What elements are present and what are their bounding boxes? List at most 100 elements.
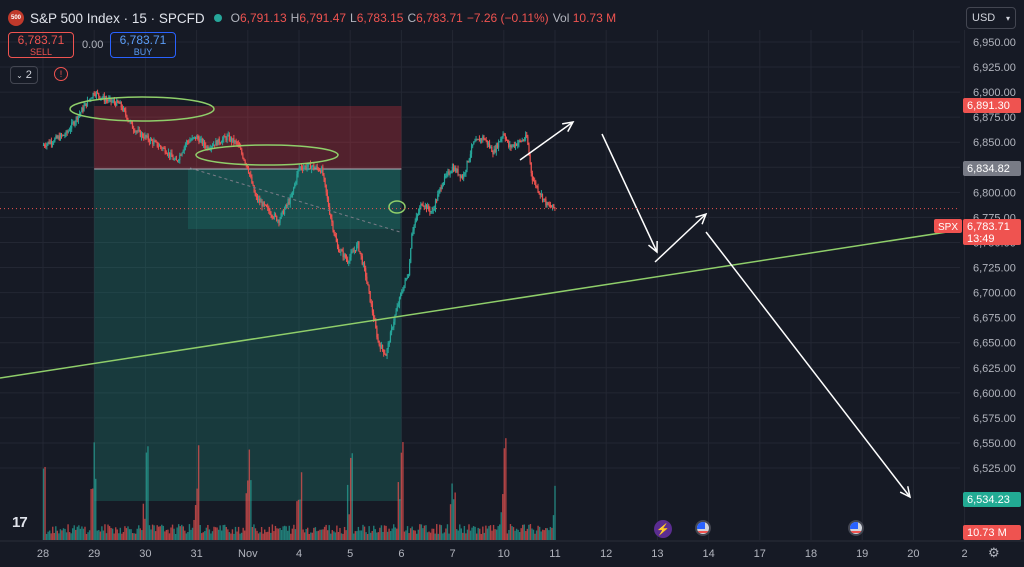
volume-bar [414,530,416,540]
volume-bar [259,532,261,540]
volume-bar [234,526,237,540]
volume-bar [283,525,286,540]
volume-bar [211,531,214,540]
volume-bar [168,533,171,540]
candle-body [494,149,496,152]
volume-bar [366,533,369,540]
candle-body [140,133,143,137]
alert-icon[interactable]: ! [54,67,68,81]
sell-button[interactable]: 6,783.71 SELL [8,32,74,58]
candle-body [414,221,416,226]
candle-body [84,103,86,107]
candle-body [283,209,286,215]
candle-body [260,201,262,203]
volume-bar [82,528,85,540]
candle-body [474,141,476,143]
svg-text:6,834.82: 6,834.82 [967,163,1010,175]
candle-body [461,175,464,179]
volume-bar [202,532,204,540]
volume-bar [194,505,197,540]
candle-body [425,204,428,210]
us-flag-event-icon[interactable] [695,520,711,536]
volume-bar [408,533,410,540]
volume-bar [273,531,275,540]
candle-body [211,146,214,148]
price-tick-label: 6,675.00 [973,313,1016,325]
volume-bar [244,530,246,540]
volume-bar [256,530,258,540]
candle-body [386,349,388,356]
candle-body [69,128,72,131]
candle-body [119,101,121,104]
ellipse-marker [388,200,406,214]
change-value: −7.26 (−0.11%) [466,11,549,25]
candle-body [429,209,431,213]
volume-bar [121,533,123,540]
volume-bar [330,533,332,540]
candle-body [335,236,337,242]
candle-body [102,95,104,98]
price-tick-label: 6,850.00 [973,137,1016,149]
indicators-toggle[interactable]: ⌄ 2 [10,66,38,84]
candle-body [185,141,188,145]
candle-body [124,108,126,111]
symbol-title[interactable]: S&P 500 Index · 15 · SPCFD [30,10,205,26]
price-tick-label: 6,650.00 [973,338,1016,350]
volume-bar [95,478,97,540]
volume-bar [177,524,180,540]
candle-body [336,241,339,247]
candle-body [487,143,490,145]
candle-body [226,135,228,141]
volume-bar [523,524,525,540]
volume-bar [434,533,436,540]
candle-body [152,140,154,145]
price-tick-label: 6,625.00 [973,363,1016,375]
volume-bar [136,528,138,540]
settings-icon[interactable]: ⚙ [988,545,1000,560]
volume-bar [124,526,126,540]
volume-bar [144,518,146,540]
time-tick-label: 10 [498,548,510,560]
candle-body [273,213,276,218]
volume-bar [545,528,547,540]
candle-body [125,110,127,116]
volume-bar [472,526,475,540]
time-tick-label: 14 [702,548,714,560]
volume-bar [353,533,355,540]
volume-bar [345,530,347,540]
volume-bar [181,524,183,540]
candle-body [243,158,245,161]
buy-button[interactable]: 6,783.71 BUY [110,32,176,58]
volume-bar [44,466,46,540]
candle-body [334,234,336,237]
us-flag-event-icon[interactable] [848,520,864,536]
candle-body [187,141,189,143]
volume-bar [546,528,549,540]
volume-bar [391,528,393,540]
candle-body [206,146,208,149]
candle-body [358,241,360,252]
candle-body [424,204,426,208]
volume-bar [107,524,109,540]
currency-select[interactable]: USD ▾ [966,7,1016,29]
candle-body [437,194,439,201]
volume-bar [75,529,77,540]
candle-body [181,152,183,156]
volume-bar [201,533,203,540]
volume-bar [382,531,384,540]
time-tick-label: 28 [37,548,49,560]
volume-bar [508,530,510,540]
candle-body [281,210,283,214]
event-icon[interactable]: ⚡ [654,520,672,538]
candle-body [363,263,366,269]
volume-bar [276,528,278,540]
candle-body [338,246,340,252]
volume-bar [288,525,290,540]
volume-bar [277,528,280,540]
candle-body [307,163,309,167]
candle-body [420,203,422,208]
candle-body [536,186,538,188]
candle-body [347,259,349,263]
volume-bar [55,526,57,540]
